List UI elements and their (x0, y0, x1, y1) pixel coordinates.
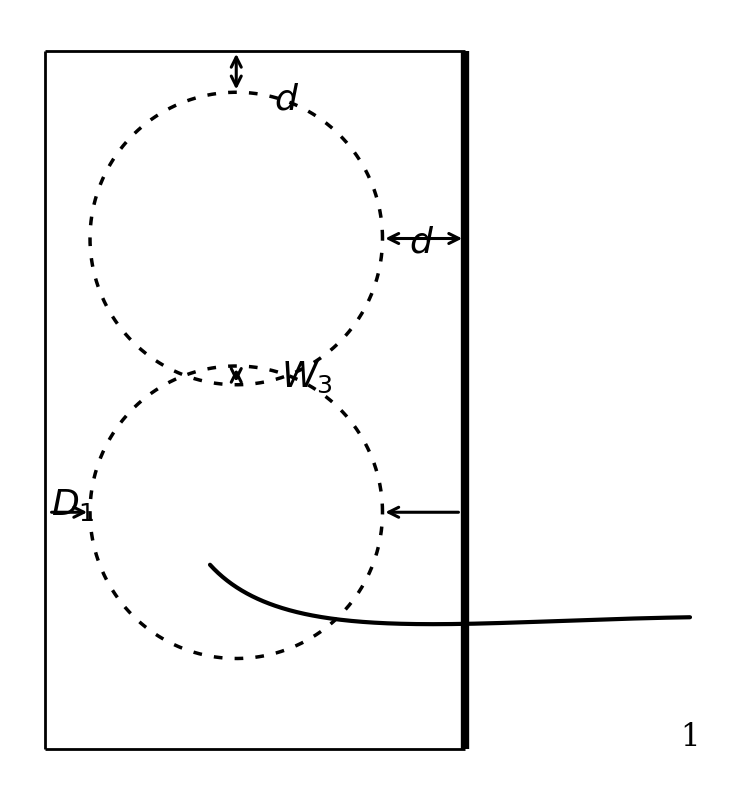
Text: $d$: $d$ (274, 83, 298, 117)
Text: $D_1$: $D_1$ (51, 487, 94, 523)
Text: 1: 1 (680, 721, 700, 753)
Text: $d$: $d$ (409, 225, 434, 259)
Text: $W_3$: $W_3$ (281, 360, 333, 395)
